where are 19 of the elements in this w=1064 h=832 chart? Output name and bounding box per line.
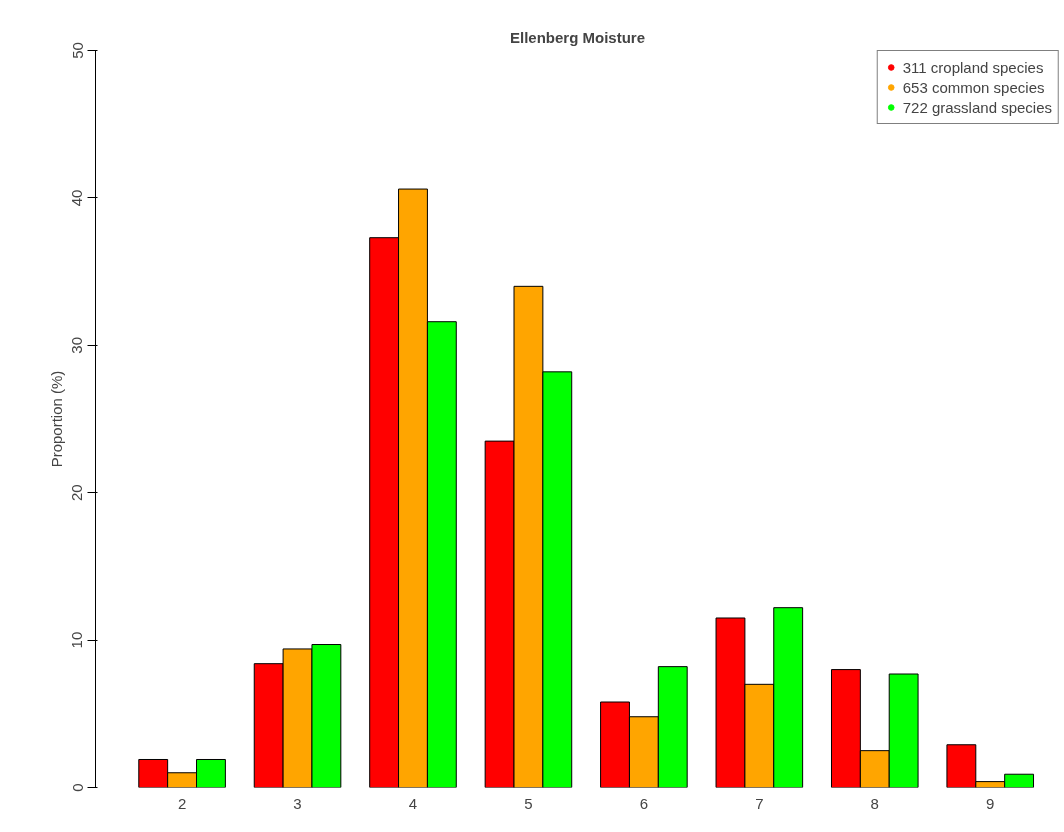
- y-tick-label: 10: [68, 631, 86, 649]
- y-tick-label: 30: [68, 336, 86, 354]
- y-tick-label: 50: [68, 42, 86, 59]
- y-axis-title: Proportion (%): [47, 370, 65, 468]
- x-tick-label: 4: [408, 794, 418, 812]
- x-tick-label: 5: [524, 794, 533, 812]
- x-tick-label: 3: [293, 794, 302, 812]
- y-tick-label: 40: [68, 189, 86, 207]
- x-tick-label: 9: [986, 794, 995, 812]
- y-tick-label: 20: [68, 484, 86, 502]
- y-tick-label: 0: [68, 783, 86, 792]
- x-tick-label: 8: [870, 794, 879, 812]
- x-tick-label: 2: [177, 794, 187, 812]
- legend-label: 653 common species: [902, 78, 1045, 96]
- x-tick-label: 6: [639, 794, 649, 812]
- chart-title: Ellenberg Moisture: [509, 28, 646, 46]
- legend-label: 722 grassland species: [902, 98, 1052, 116]
- x-tick-label: 7: [755, 794, 764, 812]
- legend-label: 311 cropland species: [902, 58, 1044, 76]
